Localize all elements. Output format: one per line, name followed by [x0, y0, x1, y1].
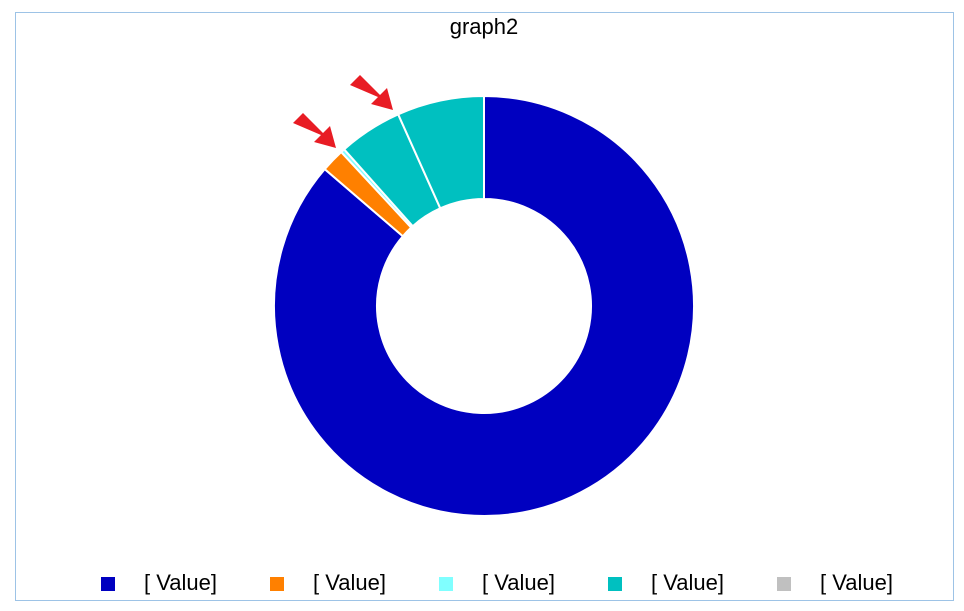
legend-swatch [101, 577, 115, 591]
legend-swatch [608, 577, 622, 591]
legend-label: [ Value] [651, 570, 724, 595]
slices [273, 94, 695, 517]
legend-label: [ Value] [313, 570, 386, 595]
arrow [293, 75, 393, 148]
chart-title: graph2 [450, 14, 519, 39]
legend-swatch [270, 577, 284, 591]
legend-swatch [777, 577, 791, 591]
legend-label: [ Value] [482, 570, 555, 595]
legend-label: [ Value] [820, 570, 893, 595]
slice [273, 94, 695, 517]
legend-label: [ Value] [144, 570, 217, 595]
slice [396, 94, 485, 210]
legend-swatch [439, 577, 453, 591]
